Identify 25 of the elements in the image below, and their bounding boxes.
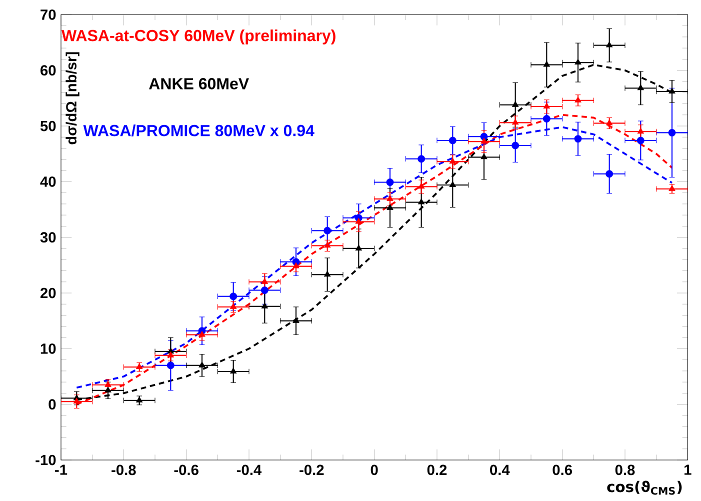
x-tick-label: 0 (370, 464, 378, 476)
text: WASA-at-COSY 60MeV (preliminary) (62, 29, 336, 44)
x-tick-label: -0.6 (174, 464, 198, 476)
y-tick-label: 30 (40, 232, 56, 243)
y-tick-label: 20 (40, 288, 56, 298)
x-tick-label: -0.4 (236, 464, 262, 476)
y-tick-label: 60 (40, 65, 56, 76)
y-axis-title: dσ/dΩ [nb/sr] (66, 52, 80, 144)
x-tick-label: -1 (55, 464, 68, 475)
x-tick-label: 0.2 (427, 464, 447, 476)
text: WASA/PROMICE 80MeV x 0.94 (83, 124, 314, 136)
x-tick-label: 1 (684, 464, 692, 475)
y-tick-label: 50 (40, 120, 56, 132)
x-tick-label: 0.6 (552, 464, 572, 476)
y-tick-label: 0 (48, 399, 56, 410)
x-tick-label: 0.4 (490, 464, 510, 476)
text: ANKE 60MeV (149, 78, 249, 90)
x-tick-label: 0.8 (615, 464, 635, 476)
y-tick-label: 70 (40, 9, 56, 20)
y-tick-label: 40 (40, 176, 56, 187)
y-tick-label: -10 (36, 454, 56, 466)
x-axis-title: cos(ϑ$_{CMS}$) (607, 480, 682, 495)
x-tick-label: -0.2 (300, 464, 324, 476)
x-tick-label: -0.8 (112, 464, 136, 476)
y-tick-label: 10 (40, 343, 56, 354)
